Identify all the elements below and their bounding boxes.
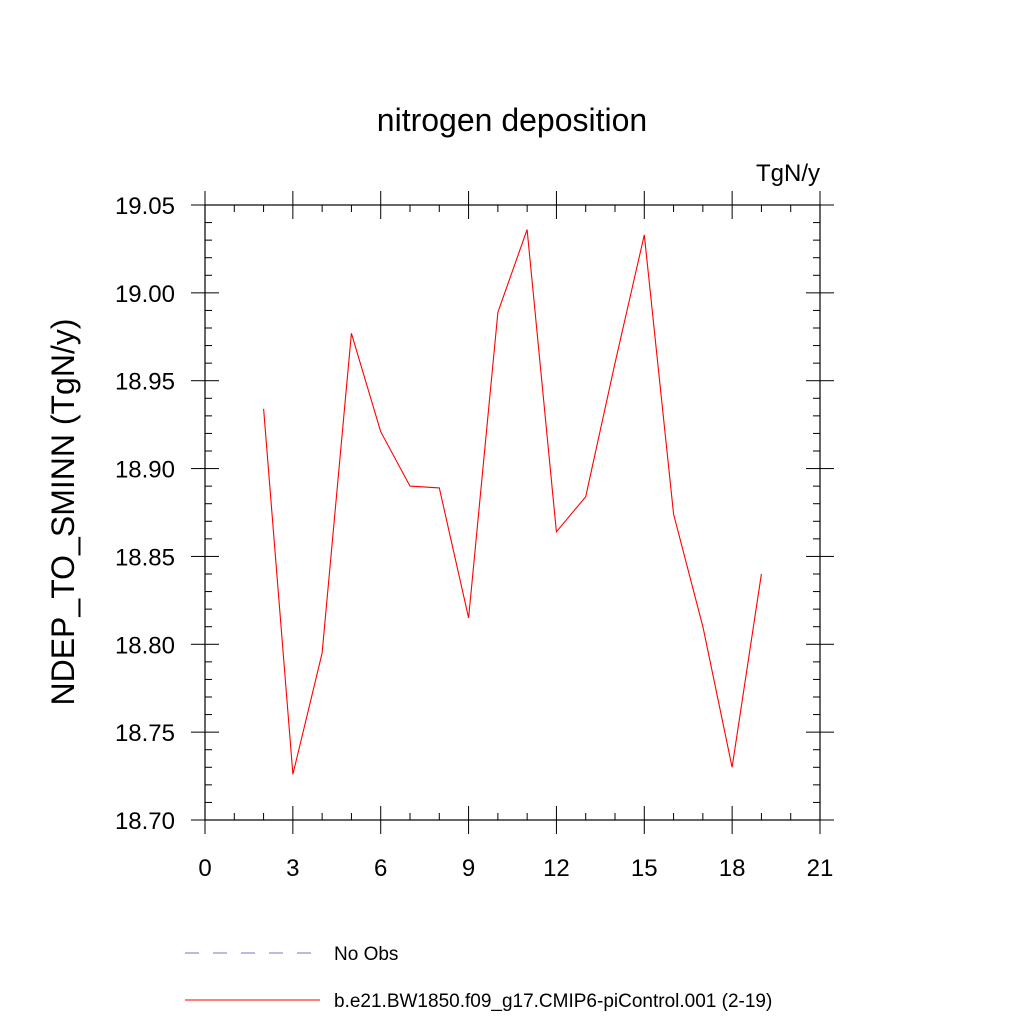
x-tick-label: 12 bbox=[543, 855, 570, 882]
units-label: TgN/y bbox=[756, 160, 820, 187]
y-tick-label: 18.70 bbox=[115, 808, 175, 835]
y-tick-label: 18.80 bbox=[115, 632, 175, 659]
legend-label: No Obs bbox=[334, 944, 398, 965]
x-tick-label: 0 bbox=[198, 855, 211, 882]
minor-ticks bbox=[205, 205, 820, 820]
x-tick-label: 21 bbox=[807, 855, 834, 882]
x-tick-label: 15 bbox=[631, 855, 658, 882]
y-tick-label: 18.85 bbox=[115, 544, 175, 571]
y-tick-label: 18.95 bbox=[115, 369, 175, 396]
y-tick-label: 19.00 bbox=[115, 281, 175, 308]
series-layer bbox=[263, 229, 762, 775]
legend-label: b.e21.BW1850.f09_g17.CMIP6-piControl.001… bbox=[334, 991, 772, 1012]
x-tick-label: 6 bbox=[374, 855, 387, 882]
x-tick-label: 9 bbox=[462, 855, 475, 882]
series-line bbox=[263, 229, 762, 775]
plot-frame bbox=[204, 204, 821, 821]
tick-labels: 0 3 6 9 12 15 18 21 18.70 18.75 18.80 18.85 18.90 18.… bbox=[115, 193, 833, 882]
y-axis-label: NDEP_TO_SMINN (TgN/y) bbox=[45, 318, 81, 705]
chart-title: nitrogen deposition bbox=[377, 102, 647, 138]
y-tick-label: 18.90 bbox=[115, 457, 175, 484]
x-tick-label: 18 bbox=[719, 855, 746, 882]
major-ticks bbox=[191, 191, 834, 834]
legend: No Obs b.e21.BW1850.f09_g17.CMIP6-piContr… bbox=[185, 944, 772, 1012]
x-tick-label: 3 bbox=[286, 855, 299, 882]
y-tick-label: 18.75 bbox=[115, 720, 175, 747]
y-tick-label: 19.05 bbox=[115, 193, 175, 220]
